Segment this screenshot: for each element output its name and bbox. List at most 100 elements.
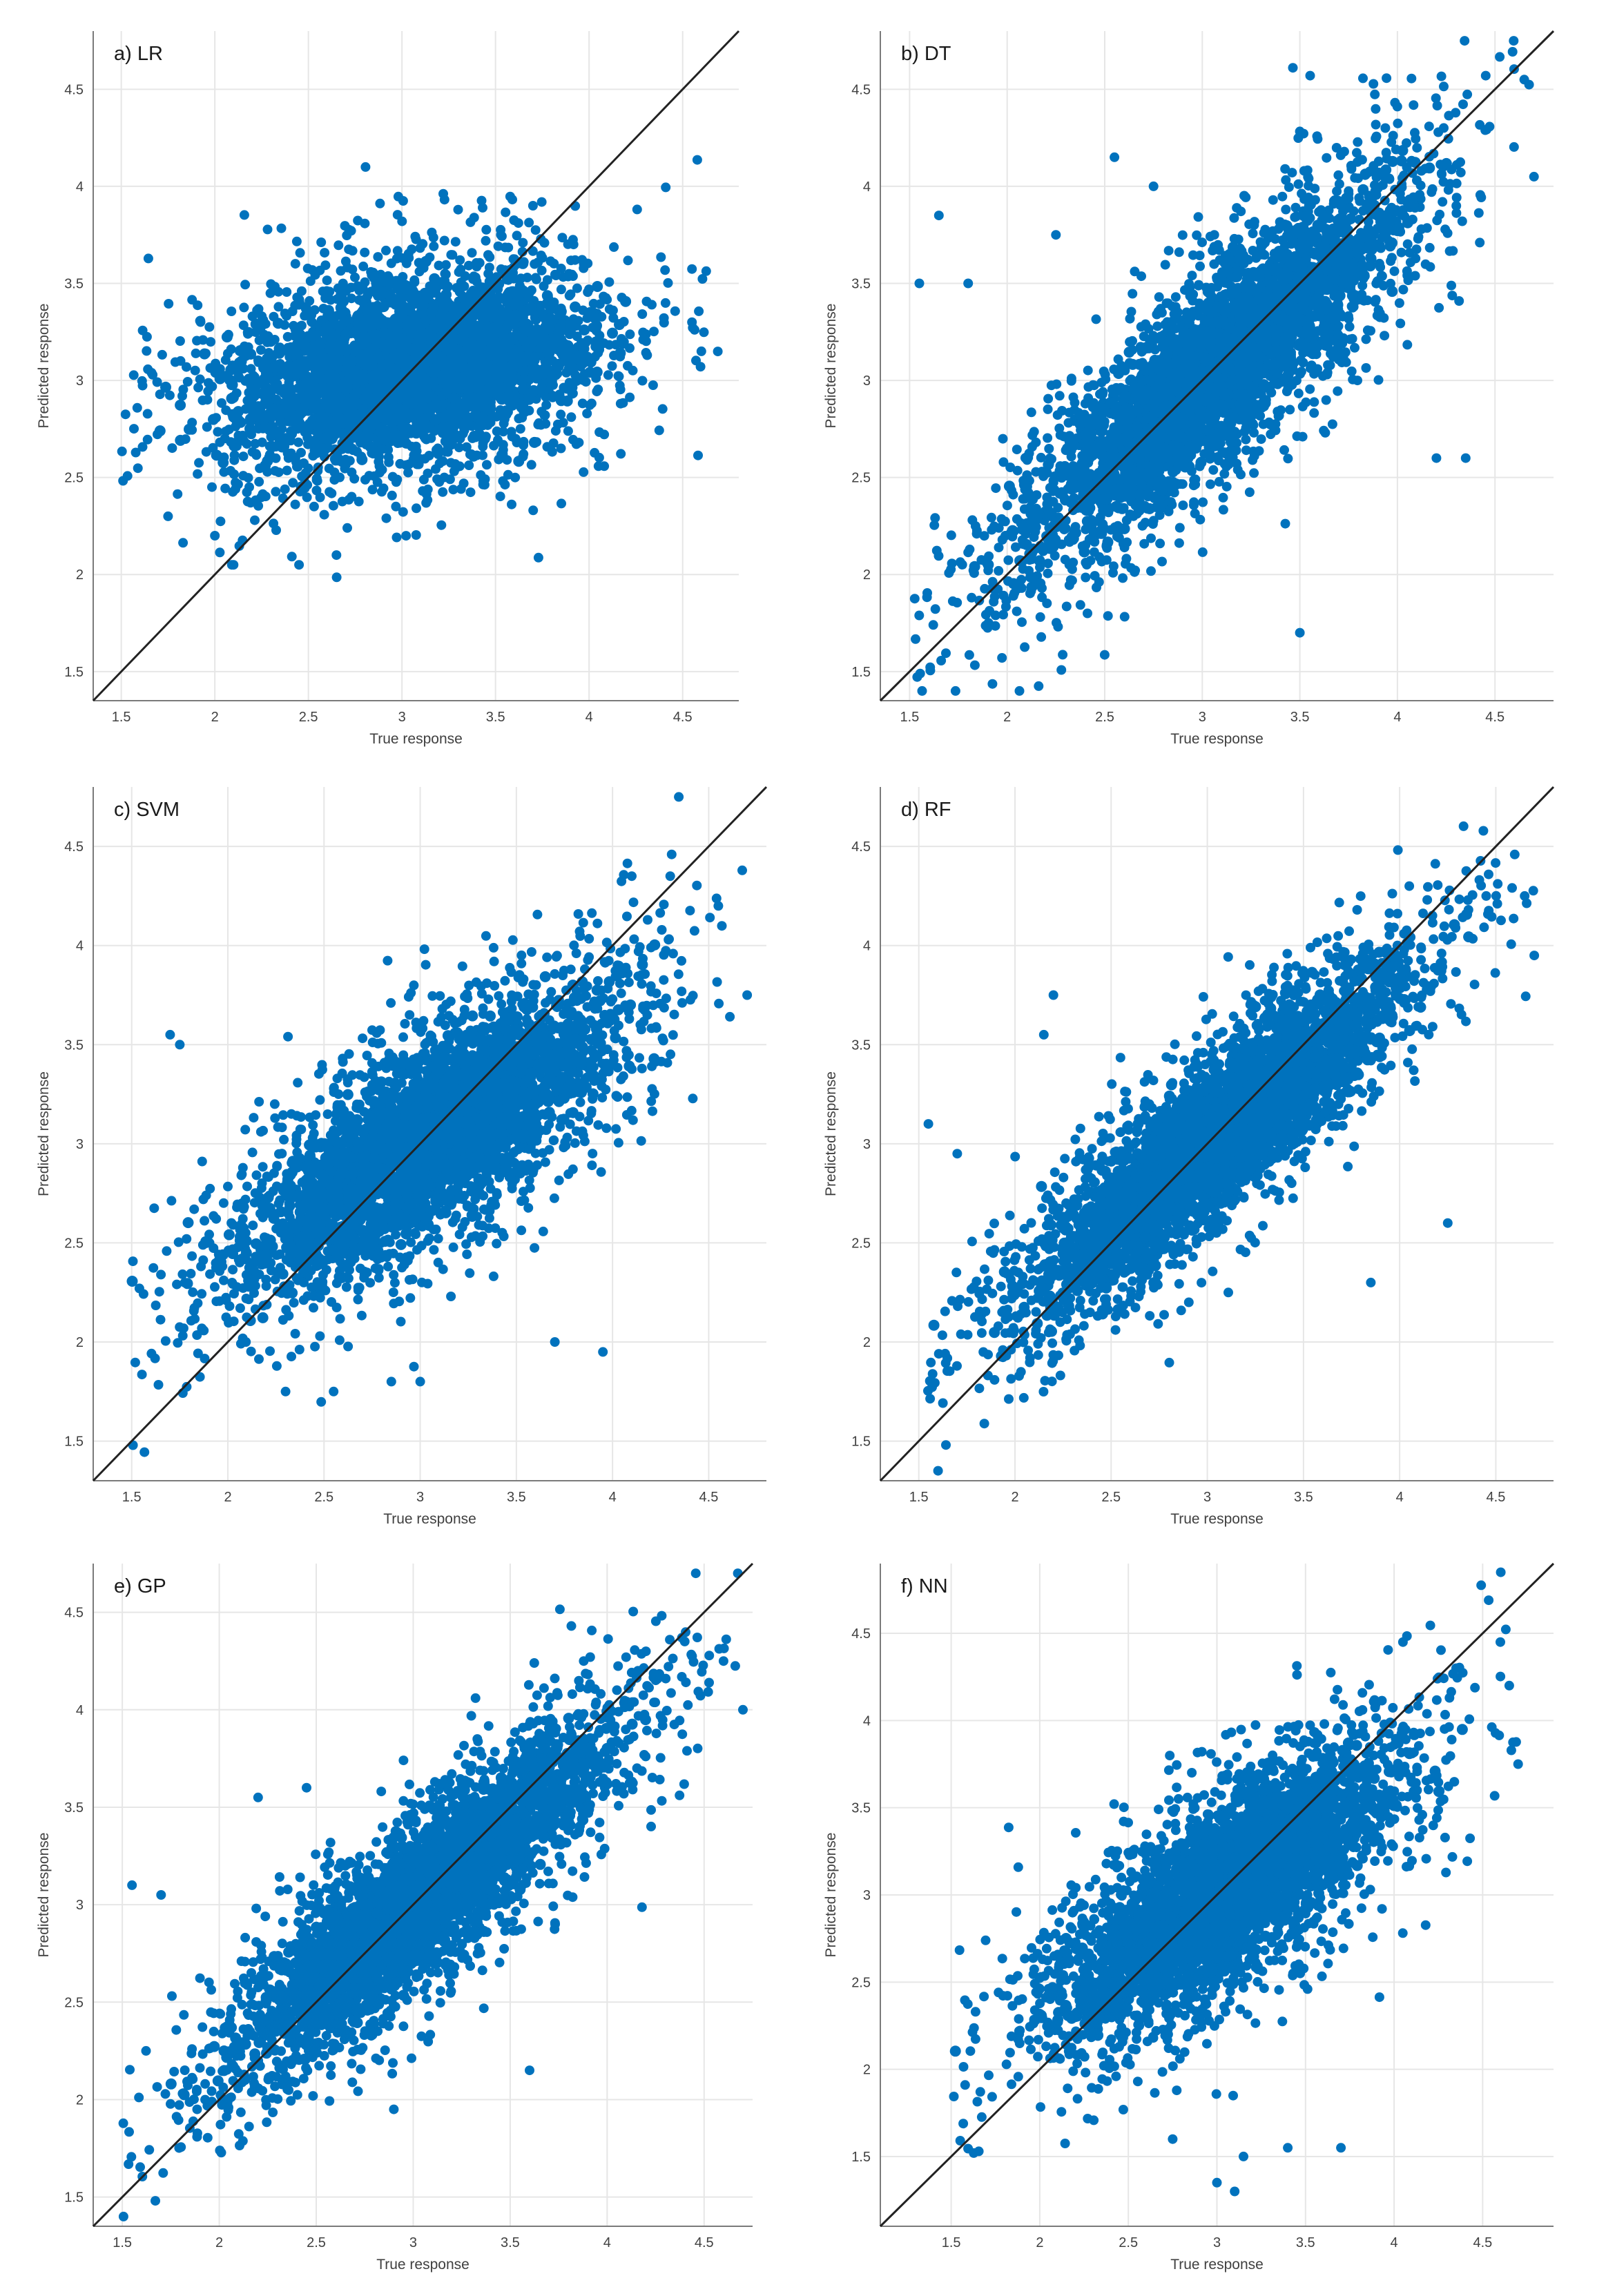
data-point (406, 290, 418, 302)
x-tick-label: 2 (1003, 710, 1011, 725)
data-point (262, 224, 273, 235)
data-point (498, 476, 508, 486)
data-point (229, 560, 239, 570)
data-point (229, 469, 239, 479)
data-point (447, 359, 458, 371)
data-point (607, 361, 617, 371)
data-point (607, 305, 617, 315)
data-point (946, 530, 956, 541)
data-point (470, 431, 481, 442)
x-tick-label: 4.5 (1485, 710, 1505, 725)
data-point (623, 255, 633, 266)
data-point (476, 470, 486, 480)
data-point (1352, 148, 1362, 158)
data-point (208, 414, 219, 425)
data-point (554, 308, 566, 320)
y-tick-label: 1.5 (64, 665, 84, 680)
data-point (316, 237, 327, 247)
data-point (422, 422, 434, 434)
data-point (441, 313, 452, 325)
data-point (282, 398, 293, 410)
data-point (245, 349, 257, 360)
data-point (293, 437, 304, 447)
data-point (609, 242, 619, 252)
data-point (354, 372, 366, 384)
data-point (614, 319, 625, 331)
data-point (561, 382, 573, 394)
data-point (207, 381, 217, 391)
data-point (340, 383, 351, 395)
data-point (358, 261, 369, 271)
panel-title: a) LR (114, 43, 163, 65)
data-point (367, 485, 378, 495)
y-tick-label: 4 (76, 179, 84, 195)
data-point (436, 520, 447, 530)
data-point (556, 284, 566, 295)
data-point (558, 418, 568, 428)
data-point (130, 447, 141, 458)
data-point (594, 452, 604, 463)
data-point (386, 362, 398, 374)
data-point (326, 295, 336, 305)
data-point (660, 298, 670, 308)
data-point (620, 295, 632, 307)
data-point (164, 299, 174, 309)
data-point (656, 252, 666, 262)
data-point (225, 364, 237, 376)
data-point (632, 204, 642, 215)
data-point (479, 480, 490, 490)
data-point (450, 459, 461, 469)
data-point (354, 496, 364, 507)
data-point (152, 377, 162, 387)
data-point (570, 301, 581, 313)
data-point (1110, 522, 1120, 532)
data-point (331, 402, 343, 414)
data-point (517, 285, 529, 297)
data-point (472, 276, 482, 286)
data-point (312, 402, 324, 414)
data-point (528, 246, 538, 256)
data-point (418, 474, 429, 485)
data-point (454, 372, 466, 384)
data-point (1218, 505, 1228, 515)
data-point (408, 320, 419, 331)
data-point (616, 449, 626, 459)
data-point (542, 275, 552, 285)
data-point (142, 409, 153, 419)
data-point (288, 478, 298, 488)
data-point (142, 346, 152, 356)
data-point (262, 456, 273, 467)
data-point (320, 260, 331, 271)
data-point (276, 223, 287, 233)
data-point (541, 418, 551, 429)
data-point (271, 394, 282, 405)
data-point (371, 389, 383, 401)
data-point (493, 241, 503, 251)
data-point (454, 442, 464, 453)
data-point (440, 269, 450, 279)
data-point (220, 355, 231, 365)
data-point (439, 235, 449, 246)
data-point (204, 322, 215, 332)
data-point (243, 473, 253, 483)
data-point (465, 289, 476, 298)
data-point (271, 525, 281, 535)
data-point (518, 366, 530, 378)
data-point (1357, 280, 1368, 291)
data-point (210, 531, 220, 541)
data-point (441, 260, 451, 270)
points-group (909, 36, 1539, 696)
data-point (1155, 538, 1165, 549)
data-point (264, 362, 275, 373)
data-point (1012, 445, 1022, 455)
data-point (434, 423, 445, 435)
data-point (599, 461, 610, 471)
y-tick-label: 4 (863, 179, 871, 195)
data-point (489, 440, 499, 451)
data-point (687, 264, 697, 274)
data-point (1108, 567, 1118, 578)
data-point (207, 482, 217, 492)
data-point (282, 287, 292, 297)
data-point (498, 449, 508, 460)
data-point (360, 387, 372, 399)
